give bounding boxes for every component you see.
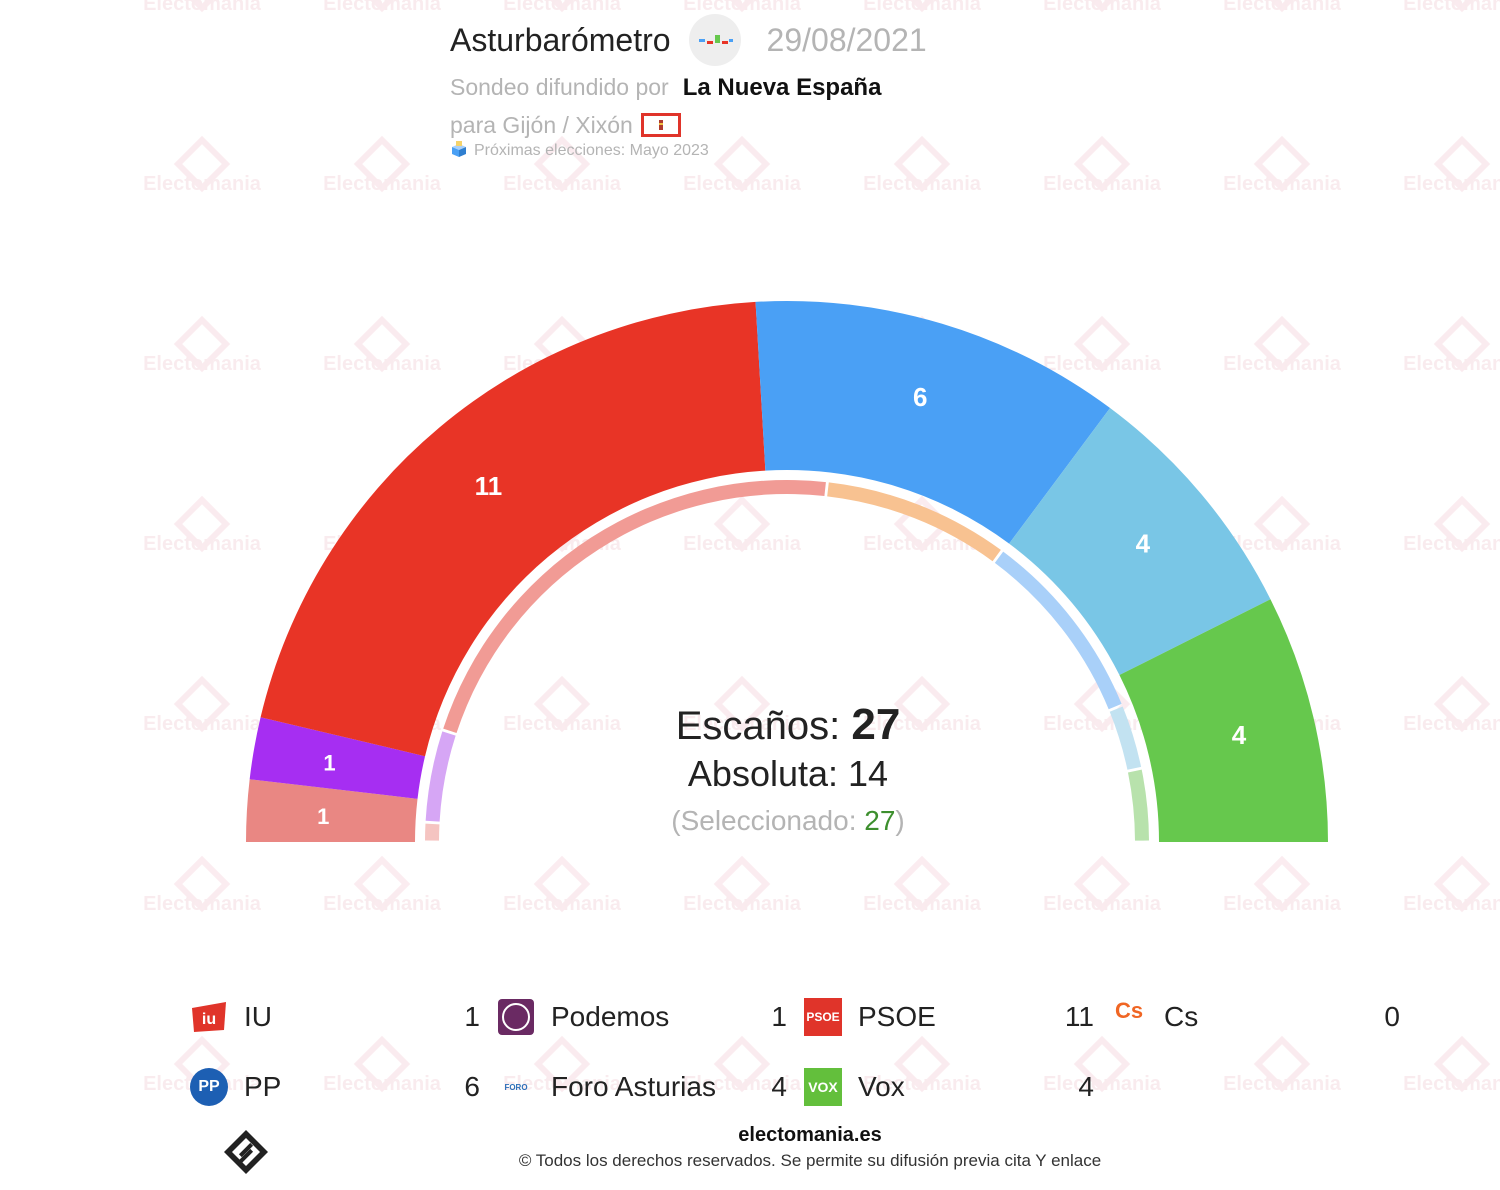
legend-name: Cs	[1164, 1001, 1199, 1032]
selected-value: 27	[864, 805, 896, 836]
copyright-text: © Todos los derechos reservados. Se perm…	[518, 1151, 1102, 1170]
seat-segment-pp	[755, 300, 1111, 544]
site-link[interactable]: electomania.es	[738, 1124, 882, 1146]
selected-close: )	[895, 805, 905, 836]
previous-ring-foro-asturias	[1109, 706, 1142, 770]
seat-label: 6	[913, 382, 927, 412]
legend-seats: 6	[464, 1071, 480, 1102]
pp-logo-text: PP	[198, 1078, 220, 1095]
seat-segment-iu	[246, 779, 418, 842]
spread-label: Sondeo difundido por	[450, 74, 669, 100]
previous-ring-psoe	[443, 480, 826, 733]
legend-seats: 1	[464, 1001, 480, 1032]
place-label: para Gijón / Xixón	[450, 111, 633, 138]
legend-name: PP	[244, 1071, 282, 1102]
legend-item-cs[interactable]: Cs Cs 0	[1110, 995, 1410, 1039]
legend-name: PSOE	[858, 1001, 936, 1032]
legend-name: Podemos	[551, 1001, 670, 1032]
previous-ring-iu	[425, 823, 440, 841]
legend-item-iu[interactable]: iu IU 1	[190, 995, 490, 1039]
majority-label: Absoluta:	[687, 753, 839, 794]
pollster-logo-icon	[688, 14, 741, 66]
legend-name: Foro Asturias	[551, 1071, 716, 1102]
legend-name: Vox	[858, 1071, 905, 1102]
pp-logo-icon: PP	[190, 1068, 228, 1106]
cs-logo-text: Cs	[1114, 998, 1144, 1023]
seats-total: 27	[851, 700, 901, 749]
seat-label: 1	[323, 750, 335, 775]
legend-item-podemos[interactable]: Podemos 1	[497, 995, 797, 1039]
psoe-logo-text: PSOE	[806, 1010, 840, 1024]
legend-name: IU	[244, 1001, 272, 1032]
seats-label: Escaños:	[675, 704, 841, 748]
gijon-flag-icon	[640, 113, 681, 137]
previous-ring-podemos	[425, 731, 456, 822]
legend-seats: 11	[1064, 1001, 1094, 1032]
seat-label: 11	[475, 471, 503, 501]
legend-seats: 4	[1078, 1071, 1094, 1102]
seat-label: 4	[1232, 720, 1247, 750]
legend-item-vox[interactable]: VOX Vox 4	[804, 1065, 1104, 1109]
podemos-logo-icon	[497, 998, 535, 1036]
previous-ring-vox	[1127, 769, 1149, 841]
footer: electomania.es © Todos los derechos rese…	[430, 1124, 1190, 1171]
majority-value: 14	[848, 753, 889, 794]
cs-logo-icon: Cs	[1110, 998, 1148, 1036]
foro-logo-text: FORO	[504, 1082, 528, 1092]
legend-item-pp[interactable]: PP PP 6	[190, 1065, 490, 1109]
iu-logo-icon: iu	[190, 998, 228, 1036]
foro-logo-icon: FORO	[497, 1068, 535, 1106]
previous-ring-pp	[994, 551, 1122, 710]
poll-date: 29/08/2021	[766, 21, 927, 58]
seat-label: 1	[317, 804, 329, 829]
electomania-logo-icon	[224, 1130, 268, 1174]
legend-seats: 1	[771, 1001, 787, 1032]
poll-header: Asturbarómetro 29/08/2021 Sondeo difundi…	[450, 14, 1150, 163]
seat-segment-foro-asturias	[1009, 408, 1271, 676]
legend-item-foro[interactable]: FORO Foro Asturias 4	[497, 1065, 797, 1109]
seat-segment-vox	[1119, 599, 1328, 842]
svg-text:iu: iu	[202, 1011, 216, 1028]
media-name: La Nueva España	[682, 74, 882, 101]
seat-segment-psoe	[260, 301, 766, 757]
vox-logo-text: VOX	[808, 1079, 838, 1095]
ballot-box-icon	[450, 140, 468, 163]
vox-logo-icon: VOX	[804, 1068, 842, 1106]
psoe-logo-icon: PSOE	[804, 998, 842, 1036]
next-elections-label: Próximas elecciones: Mayo 2023	[474, 142, 709, 159]
legend-seats: 4	[771, 1071, 787, 1102]
legend-seats: 0	[1384, 1001, 1400, 1032]
seat-segment-podemos	[249, 717, 426, 799]
selected-open: (Seleccionado:	[671, 805, 865, 836]
previous-ring-cs	[827, 482, 1001, 562]
seat-label: 4	[1136, 528, 1151, 558]
pollster-name: Asturbarómetro	[450, 21, 671, 58]
seats-summary: Escaños: 27 Absoluta: 14 (Seleccionado: …	[588, 700, 988, 845]
legend-item-psoe[interactable]: PSOE PSOE 11	[804, 995, 1104, 1039]
